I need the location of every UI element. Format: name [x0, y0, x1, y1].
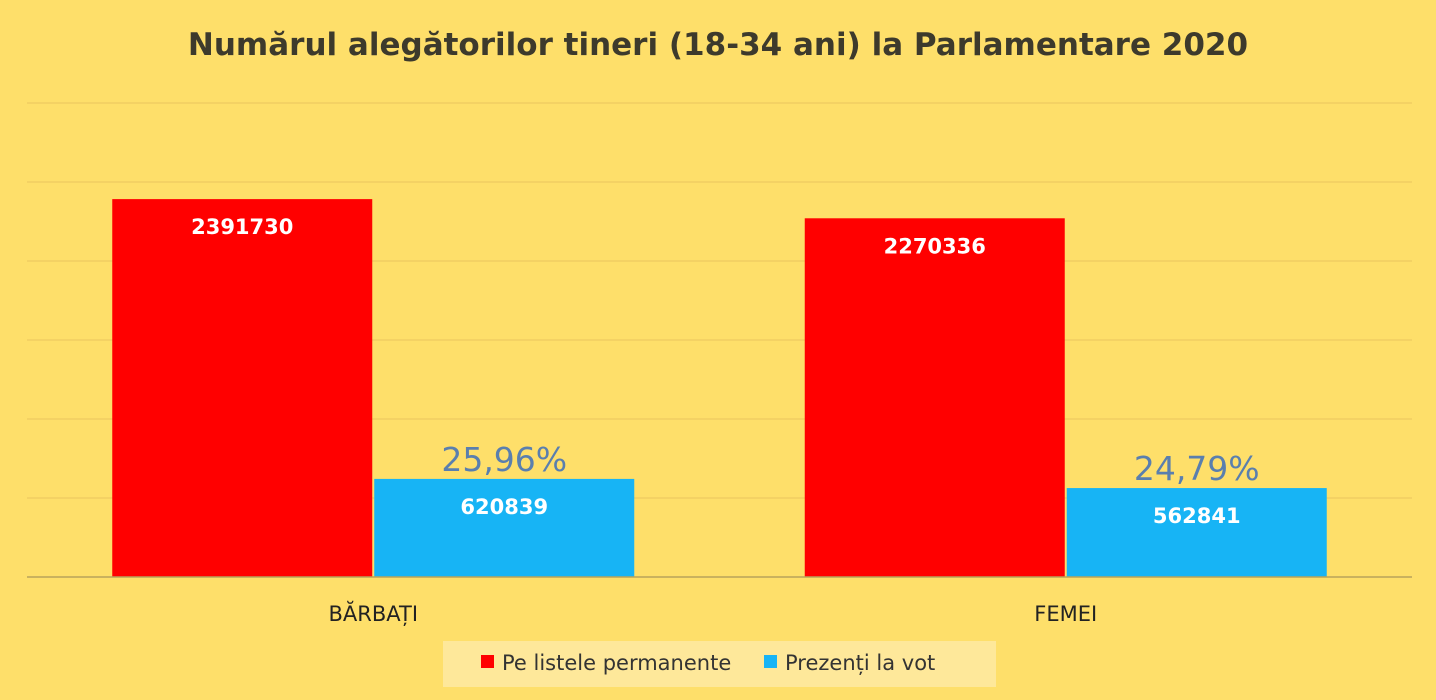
- bar-listele-1: [804, 218, 1065, 577]
- category-labels: BĂRBAȚI FEMEI: [328, 600, 1097, 626]
- legend-box: [443, 641, 996, 687]
- legend-label-listele: Pe listele permanente: [502, 651, 731, 675]
- legend-swatch-prezenti: [764, 655, 777, 668]
- percent-annotation: 25,96%: [441, 440, 567, 479]
- bar-listele-0: [112, 199, 373, 577]
- legend-label-prezenti: Prezenți la vot: [785, 651, 935, 675]
- legend-swatch-listele: [481, 655, 494, 668]
- percent-annotation: 24,79%: [1134, 449, 1260, 488]
- category-label: BĂRBAȚI: [328, 600, 418, 626]
- legend: Pe listele permanente Prezenți la vot: [443, 641, 996, 687]
- data-label: 2391730: [191, 215, 293, 239]
- bars: 2391730 620839 25,96% 2270336 562841 24,79%: [112, 199, 1327, 577]
- data-label: 562841: [1153, 504, 1241, 528]
- data-label: 620839: [460, 495, 548, 519]
- data-label: 2270336: [884, 234, 986, 258]
- bar-prezenti-0: [374, 478, 635, 577]
- chart-title: Numărul alegătorilor tineri (18-34 ani) …: [188, 27, 1248, 63]
- bar-prezenti-1: [1066, 488, 1327, 577]
- category-label: FEMEI: [1034, 602, 1097, 626]
